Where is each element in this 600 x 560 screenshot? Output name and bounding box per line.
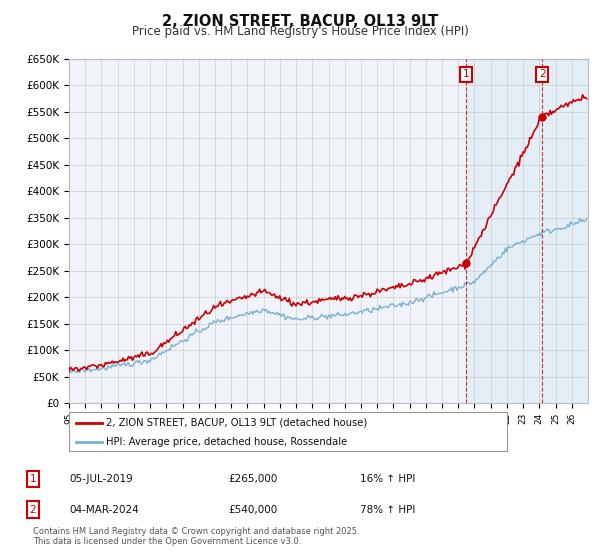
Text: 2: 2 [539,69,545,79]
Text: 2, ZION STREET, BACUP, OL13 9LT (detached house): 2, ZION STREET, BACUP, OL13 9LT (detache… [106,418,367,428]
Text: 78% ↑ HPI: 78% ↑ HPI [360,505,415,515]
Text: £265,000: £265,000 [228,474,277,484]
Text: 04-MAR-2024: 04-MAR-2024 [69,505,139,515]
Text: 2, ZION STREET, BACUP, OL13 9LT: 2, ZION STREET, BACUP, OL13 9LT [162,14,438,29]
Text: 1: 1 [29,474,37,484]
Bar [466,59,588,403]
Text: 1: 1 [463,69,470,79]
Text: Price paid vs. HM Land Registry's House Price Index (HPI): Price paid vs. HM Land Registry's House … [131,25,469,38]
Text: HPI: Average price, detached house, Rossendale: HPI: Average price, detached house, Ross… [106,437,347,447]
Text: £540,000: £540,000 [228,505,277,515]
Text: 2: 2 [29,505,37,515]
Text: 16% ↑ HPI: 16% ↑ HPI [360,474,415,484]
Text: 05-JUL-2019: 05-JUL-2019 [69,474,133,484]
Text: Contains HM Land Registry data © Crown copyright and database right 2025.
This d: Contains HM Land Registry data © Crown c… [33,526,359,546]
